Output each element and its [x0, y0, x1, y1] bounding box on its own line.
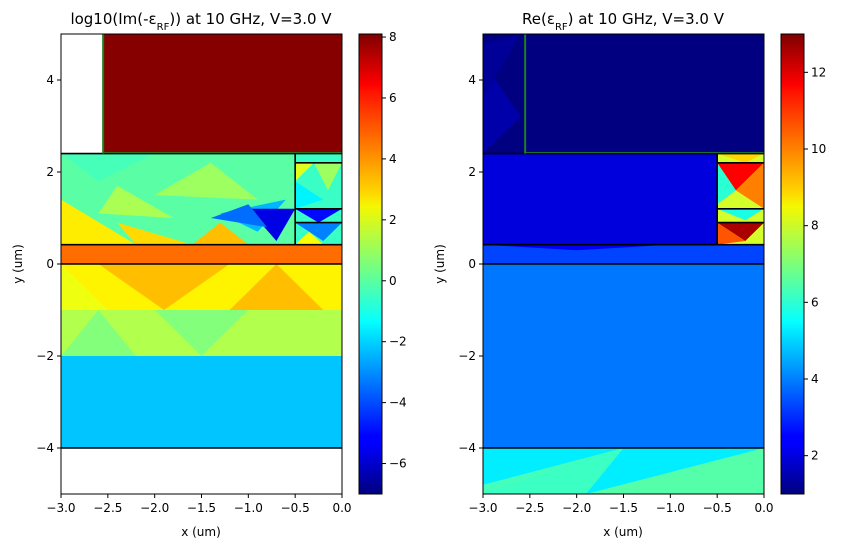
plot-area-left — [61, 34, 342, 449]
x-tick-label: −2.5 — [93, 501, 122, 515]
x-tick-label: −1.0 — [656, 501, 685, 515]
mesh-triangle — [61, 199, 136, 245]
y-axis-label-right: y (um) — [433, 244, 447, 284]
y-tick-label: −4 — [458, 441, 476, 455]
x-tick-label: −1.0 — [234, 501, 263, 515]
mesh-triangle — [61, 264, 108, 310]
mesh-triangle — [98, 264, 230, 310]
x-tick-label: −3.0 — [46, 501, 75, 515]
mesh-triangle — [483, 61, 521, 154]
y-tick-label: 4 — [46, 73, 54, 87]
colorbar-tick-label: −4 — [389, 396, 407, 410]
y-tick-label: 4 — [468, 73, 476, 87]
mesh-triangle — [586, 448, 764, 494]
mesh-triangle — [61, 153, 155, 182]
x-tick-label: −2.5 — [515, 501, 544, 515]
colorbar-tick-label: 6 — [389, 91, 397, 105]
field-region — [483, 34, 764, 154]
chart-title-right: Re(εRF) at 10 GHz, V=3.0 V — [522, 10, 725, 33]
y-tick-label: 0 — [46, 257, 54, 271]
colorbar-tick-label: 8 — [811, 219, 819, 233]
x-tick-label: −1.5 — [187, 501, 216, 515]
mesh-triangle — [717, 153, 764, 163]
field-region — [103, 34, 342, 154]
y-tick-label: −2 — [36, 349, 54, 363]
mesh-triangle — [154, 310, 249, 356]
chart-title-left: log10(Im(-εRF)) at 10 GHz, V=3.0 V — [70, 10, 332, 33]
x-tick-label: 0.0 — [754, 501, 773, 515]
colorbar-right — [780, 33, 805, 495]
colorbar-ticks-right: 2 4 6 8 10 12 — [804, 65, 826, 463]
y-tick-label: 2 — [468, 165, 476, 179]
field-region — [61, 244, 342, 264]
mesh-triangle — [483, 244, 671, 251]
mesh-triangle — [735, 162, 764, 209]
field-region — [483, 244, 764, 264]
mesh-triangle — [229, 264, 324, 310]
colorbar-tick-label: 8 — [389, 30, 397, 44]
y-tick-label: −2 — [458, 349, 476, 363]
field-region — [483, 264, 764, 448]
x-ticks-left: −3.0 −2.5 −2.0 −1.5 −1.0 −0.5 0.0 — [46, 494, 352, 515]
x-tick-label: 0.0 — [332, 501, 351, 515]
y-ticks-left: −4 −2 0 2 4 — [36, 73, 61, 455]
mesh-triangle — [483, 34, 521, 99]
mesh-triangle — [717, 208, 764, 221]
colorbar-tick-label: 2 — [389, 213, 397, 227]
x-tick-label: −2.0 — [140, 501, 169, 515]
field-region — [61, 356, 342, 448]
colorbar-tick-label: 4 — [811, 372, 819, 386]
colorbar-tick-label: 0 — [389, 274, 397, 288]
colorbar-tick-label: −2 — [389, 335, 407, 349]
mesh-triangle — [295, 231, 324, 245]
plot-area-right — [483, 34, 764, 494]
colorbar-tick-label: 2 — [811, 449, 819, 463]
x-tick-label: −3.0 — [468, 501, 497, 515]
colorbar-tick-label: −6 — [389, 457, 407, 471]
y-tick-label: −4 — [36, 441, 54, 455]
y-axis-label-left: y (um) — [11, 244, 25, 284]
mesh-triangle — [61, 310, 136, 356]
x-tick-label: −0.5 — [281, 501, 310, 515]
mesh-triangle — [717, 222, 764, 241]
mesh-triangle — [483, 448, 624, 494]
mesh-triangle — [98, 185, 174, 218]
chart-left: log10(Im(-εRF)) at 10 GHz, V=3.0 V −3.0−… — [11, 10, 407, 539]
mesh-triangle — [295, 222, 342, 241]
colorbar-tick-label: 12 — [811, 65, 826, 79]
mesh-triangle — [295, 162, 314, 182]
y-tick-label: 2 — [46, 165, 54, 179]
x-axis-label-left: x (um) — [181, 525, 221, 539]
mesh-triangle — [154, 162, 258, 200]
colorbar-tick-label: 4 — [389, 152, 397, 166]
mesh-triangle — [313, 162, 342, 191]
colorbar-tick-label: 6 — [811, 295, 819, 309]
mesh-triangle — [717, 162, 764, 191]
colorbar-left — [358, 33, 383, 495]
field-region — [483, 153, 718, 245]
mesh-triangle — [717, 162, 736, 205]
mesh-triangle — [295, 208, 342, 223]
x-tick-label: −2.0 — [562, 501, 591, 515]
colorbar-tick-label: 10 — [811, 142, 826, 156]
mesh-triangle — [295, 181, 324, 209]
x-tick-label: −0.5 — [703, 501, 732, 515]
mesh-triangle — [117, 222, 193, 245]
x-ticks-right: −3.0 −2.5 −2.0 −1.5 −1.0 −0.5 0.0 — [468, 494, 774, 515]
mesh-triangle — [717, 222, 746, 245]
mesh-triangle — [210, 204, 268, 228]
chart-right: Re(εRF) at 10 GHz, V=3.0 V −3.0 −2.5 −2.0−… — [433, 10, 826, 539]
mesh-triangle — [192, 222, 249, 245]
colorbar-ticks-left: −6 −4 −2 0 2 4 6 8 — [382, 30, 407, 471]
mesh-triangle — [248, 208, 296, 241]
x-tick-label: −1.5 — [609, 501, 638, 515]
y-tick-label: 0 — [468, 257, 476, 271]
x-axis-label-right: x (um) — [603, 525, 643, 539]
y-ticks-right: −4 −2 0 2 4 — [458, 73, 483, 455]
